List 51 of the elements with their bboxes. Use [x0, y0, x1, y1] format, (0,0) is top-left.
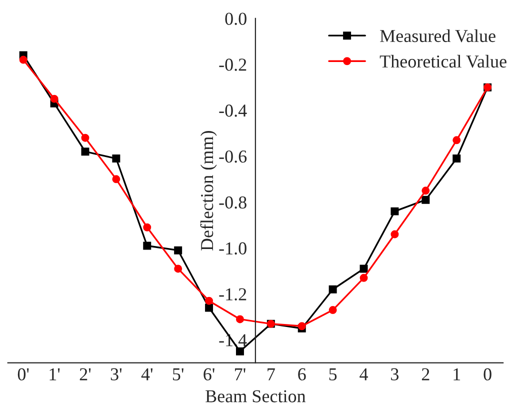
point [112, 154, 120, 162]
point [205, 296, 214, 305]
point [143, 223, 152, 232]
y-tick-label: -0.2 [219, 58, 246, 71]
point [143, 242, 152, 250]
x-tick-label: 5' [172, 368, 184, 380]
point [328, 285, 337, 294]
x-tick-label: 6' [204, 368, 214, 380]
x-tick-label: 5 [329, 368, 337, 380]
point [236, 347, 244, 356]
point [390, 230, 399, 238]
y-tick-label: -1.0 [219, 242, 246, 255]
point [81, 148, 90, 156]
point [112, 175, 120, 184]
y-axis-title: Deflection (mm) [200, 131, 217, 251]
x-tick-label: 1' [50, 368, 60, 380]
x-tick-label: 7' [235, 368, 246, 380]
point [360, 274, 368, 282]
x-tick-label: 7 [268, 368, 275, 380]
point [328, 306, 337, 314]
x-tick-label: 0' [18, 368, 29, 380]
x-tick-label: 4' [141, 368, 153, 380]
point [205, 304, 214, 312]
point [452, 136, 461, 144]
x-tick-label: 2' [80, 368, 91, 380]
point [422, 186, 430, 195]
point [174, 264, 182, 273]
x-tick-label: 6 [298, 368, 306, 380]
point [452, 154, 461, 162]
x-axis-title: Beam Section [206, 390, 306, 402]
point [81, 134, 90, 142]
point [236, 315, 244, 324]
y-tick-label: -0.6 [219, 150, 247, 163]
x-tick-label: 4 [360, 368, 368, 380]
point [19, 56, 28, 64]
point [422, 196, 430, 204]
x-tick-label: 1 [454, 368, 460, 380]
point [50, 94, 58, 103]
x-tick-label: 0 [484, 368, 492, 380]
legend-label: Theoretical Value [380, 54, 506, 68]
legend-label: Measured Value [380, 29, 496, 42]
y-tick-label: -0.8 [219, 196, 246, 209]
x-tick-label: 3 [391, 368, 399, 380]
x-tick-label: 3' [110, 368, 122, 380]
y-tick-label: 0.0 [225, 12, 246, 25]
x-tick-label: 2 [422, 368, 430, 380]
y-tick-label: -1.2 [219, 288, 246, 300]
y-tick-label: -0.4 [219, 104, 247, 117]
point [360, 264, 368, 273]
point [174, 246, 182, 254]
point [390, 207, 399, 216]
